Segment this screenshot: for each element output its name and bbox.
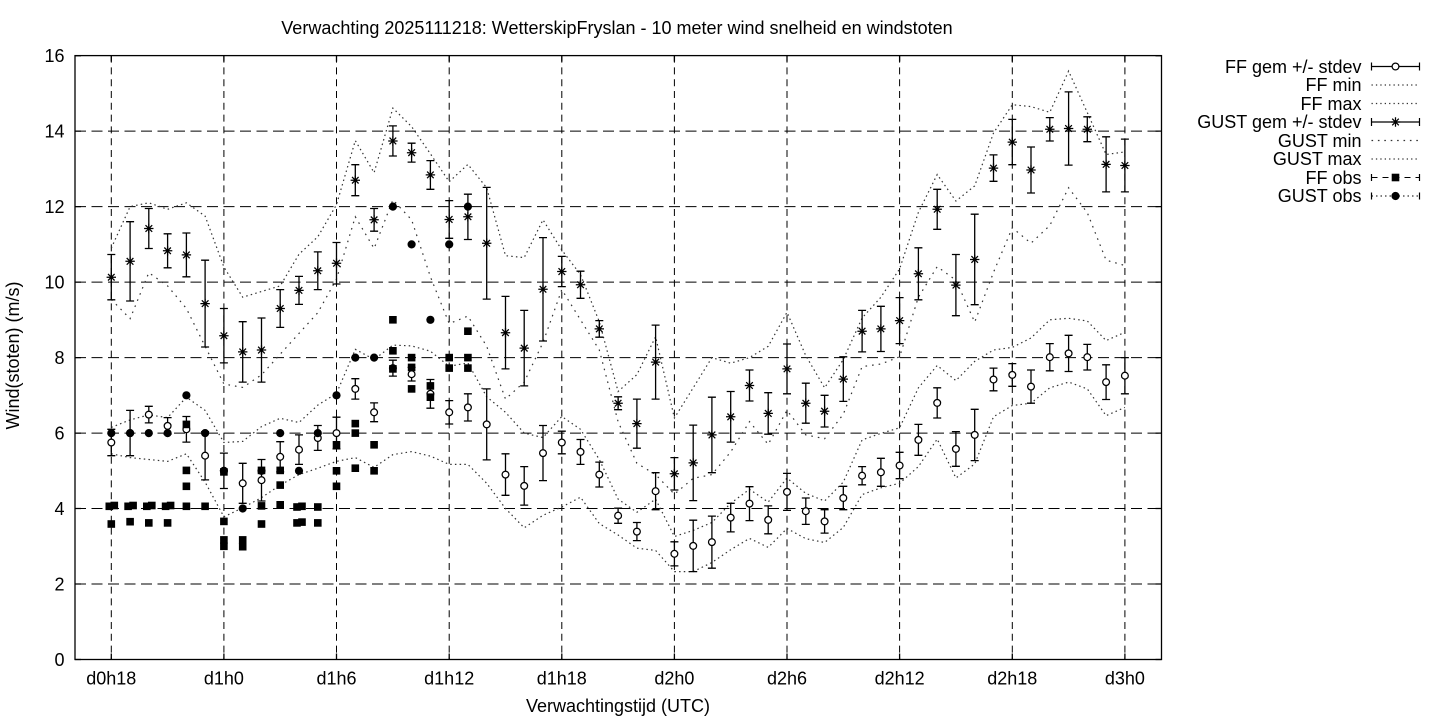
svg-text:14: 14 bbox=[44, 121, 64, 141]
svg-text:6: 6 bbox=[54, 423, 64, 443]
svg-text:FF obs: FF obs bbox=[1305, 168, 1361, 188]
svg-text:d3h0: d3h0 bbox=[1105, 669, 1145, 689]
svg-text:GUST max: GUST max bbox=[1273, 149, 1362, 169]
svg-text:16: 16 bbox=[44, 46, 64, 66]
svg-text:Verwachtingstijd (UTC): Verwachtingstijd (UTC) bbox=[526, 696, 710, 716]
svg-text:FF min: FF min bbox=[1306, 75, 1362, 95]
svg-text:d1h6: d1h6 bbox=[316, 669, 356, 689]
svg-text:d2h12: d2h12 bbox=[875, 669, 925, 689]
svg-text:0: 0 bbox=[54, 650, 64, 670]
svg-text:4: 4 bbox=[54, 499, 64, 519]
svg-text:d2h0: d2h0 bbox=[654, 669, 694, 689]
svg-text:d2h6: d2h6 bbox=[767, 669, 807, 689]
svg-text:d1h0: d1h0 bbox=[204, 669, 244, 689]
svg-text:10: 10 bbox=[44, 272, 64, 292]
svg-text:FF gem +/- stdev: FF gem +/- stdev bbox=[1225, 57, 1362, 77]
svg-text:2: 2 bbox=[54, 574, 64, 594]
svg-text:Wind(stoten) (m/s): Wind(stoten) (m/s) bbox=[3, 281, 23, 429]
svg-text:d0h18: d0h18 bbox=[86, 669, 136, 689]
svg-text:d2h18: d2h18 bbox=[987, 669, 1037, 689]
svg-text:12: 12 bbox=[44, 197, 64, 217]
svg-text:d1h18: d1h18 bbox=[537, 669, 587, 689]
svg-text:8: 8 bbox=[54, 348, 64, 368]
svg-text:d1h12: d1h12 bbox=[424, 669, 474, 689]
svg-text:GUST obs: GUST obs bbox=[1278, 186, 1362, 206]
svg-text:Verwachting 2025111218: Wetter: Verwachting 2025111218: WetterskipFrysla… bbox=[281, 18, 952, 38]
svg-text:GUST gem +/- stdev: GUST gem +/- stdev bbox=[1197, 112, 1361, 132]
svg-text:FF max: FF max bbox=[1301, 94, 1362, 114]
svg-text:GUST min: GUST min bbox=[1278, 131, 1362, 151]
